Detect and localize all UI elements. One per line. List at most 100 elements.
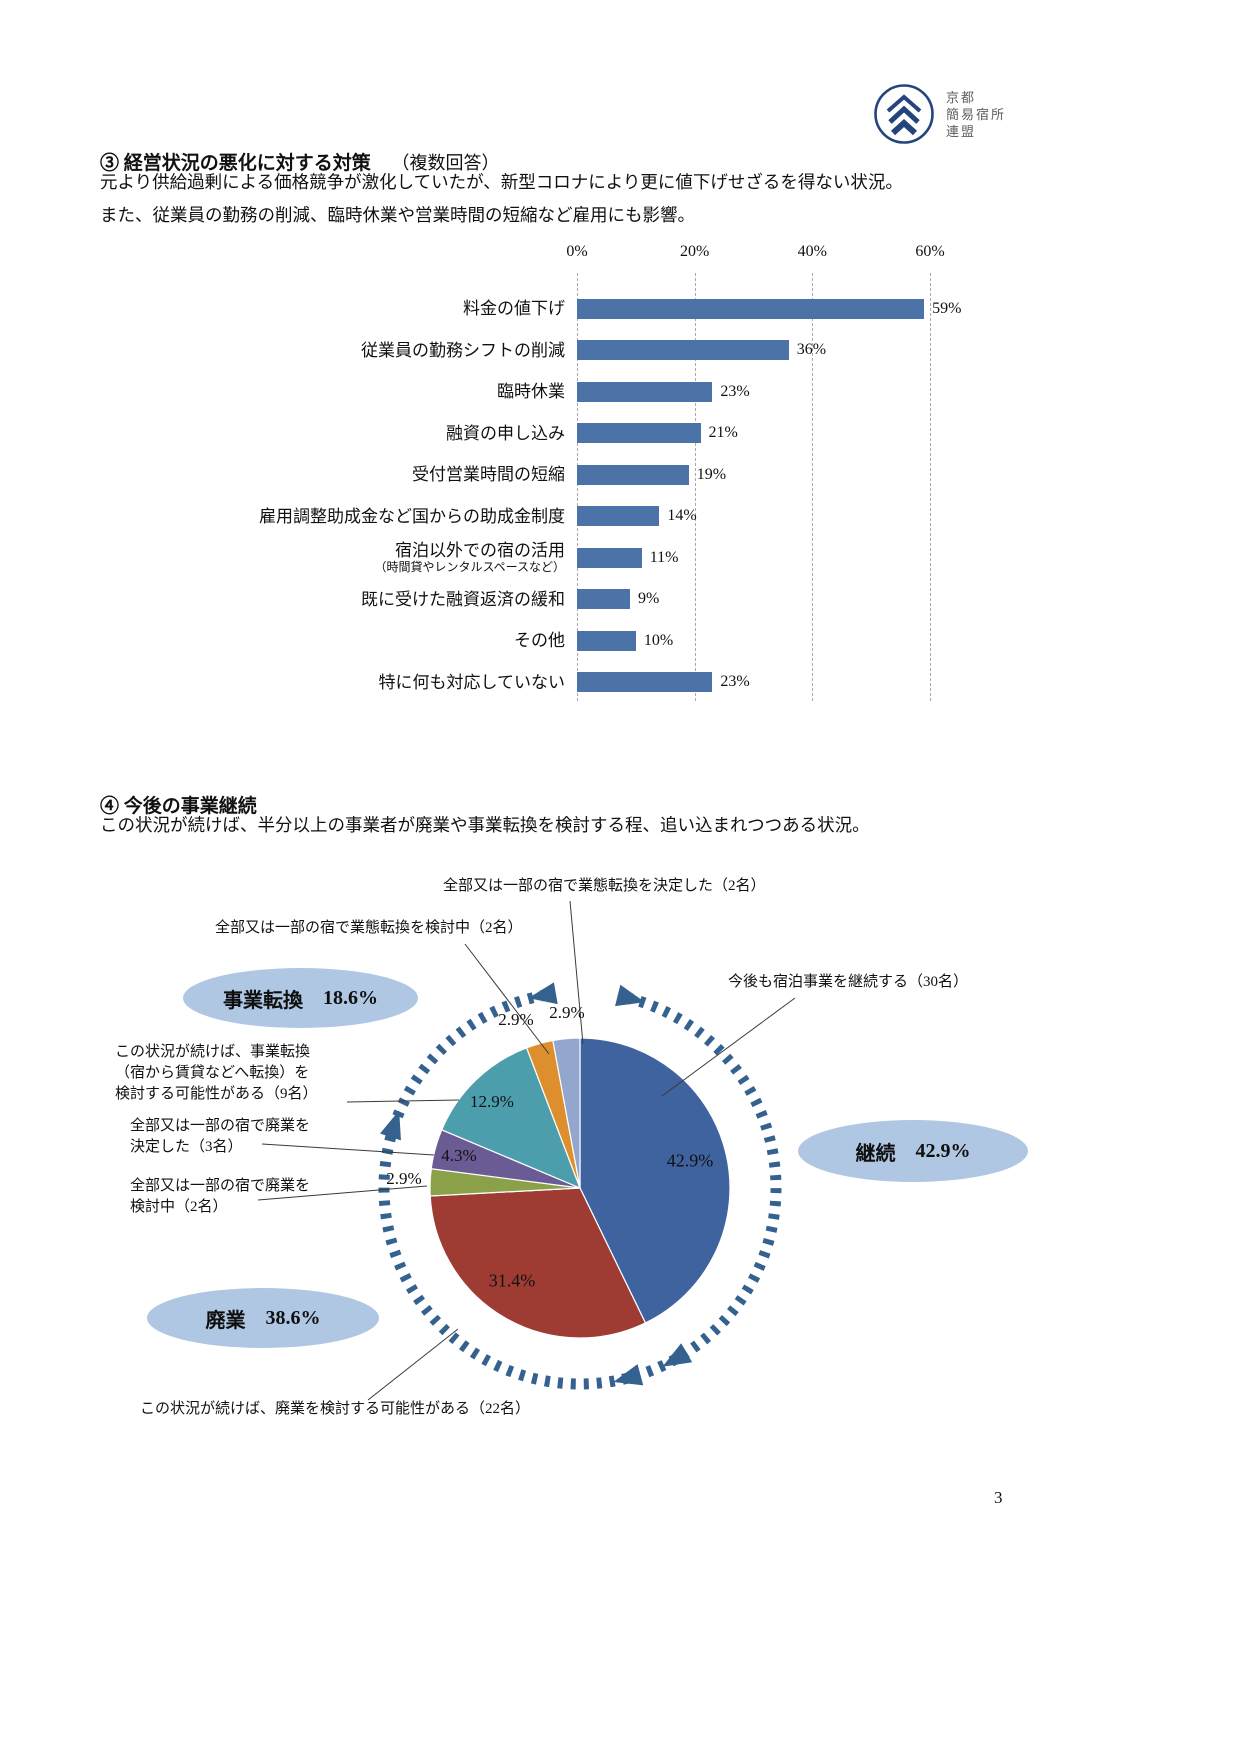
group-pct: 42.9% (915, 1139, 971, 1162)
bar (577, 506, 660, 527)
org-name-line: 京都 (946, 89, 977, 105)
leader-line (661, 997, 796, 1097)
bar-row: 既に受けた融資返済の緩和 9% (100, 579, 930, 621)
bar-category-label: 特に何も対応していない (378, 672, 566, 692)
bar (577, 630, 636, 651)
bar-value-label: 23% (720, 382, 750, 400)
section3-paragraph: 元より供給過剰による価格競争が激化していたが、新型コロナにより更に値下げせざるを… (100, 166, 1170, 232)
callout-closure-possible: この状況が続けば、廃業を検討する可能性がある（22名） (140, 1401, 531, 1417)
bar-category-label: 宿泊以外での宿の活用 （時間貸やレンタルスペースなど） (100, 541, 565, 574)
bar-category-label: 既に受けた融資返済の緩和 (361, 589, 565, 609)
bar-row: 宿泊以外での宿の活用 （時間貸やレンタルスペースなど） 11% (100, 537, 930, 579)
bar-row: 融資の申し込み 21% (100, 413, 930, 455)
slice-pct-transition-decided: 2.9% (549, 1003, 585, 1022)
paragraph-line: この状況が続けば、半分以上の事業者が廃業や事業転換を検討する程、追い込まれつつあ… (100, 815, 870, 835)
pie-chart (257, 900, 796, 1401)
bar-value-label: 23% (720, 673, 750, 691)
bar-track: 19% (577, 454, 930, 496)
bar-row: その他 10% (100, 620, 930, 662)
pie-slice (552, 1037, 581, 1189)
cycle-arrow-icon (613, 1364, 644, 1386)
group-label: 事業転換 (223, 989, 303, 1012)
group-pct: 38.6% (265, 1306, 321, 1329)
section4-heading: ④ 今後の事業継続 (100, 791, 257, 818)
leader-line (261, 1143, 435, 1156)
org-logo-icon (874, 84, 934, 144)
leader-line (346, 1099, 460, 1103)
group-badge-transition: 事業転換 18.6% (183, 968, 418, 1028)
cycle-arrow-icon (380, 1110, 401, 1141)
section3-number: ③ (100, 152, 120, 174)
callout-continue: 今後も宿泊事業を継続する（30名） (728, 974, 969, 990)
bar-chart: 0% 20% 40% 60% 料金の値下げ 59% 従業員の勤務シフトの削減 36% 臨時休業… (100, 243, 1020, 713)
org-name: 京都 簡易宿所 連盟 (946, 89, 1006, 140)
bar-value-label: 19% (696, 465, 727, 483)
bar-row: 受付営業時間の短縮 19% (100, 454, 930, 496)
bar-value-label: 21% (708, 424, 738, 442)
page-number: 3 (994, 1488, 1003, 1507)
bar-row: 従業員の勤務シフトの削減 36% (100, 330, 930, 372)
callout-closure-decided: 全部又は一部の宿で廃業を 決定した（3名） (130, 1116, 310, 1158)
bar-value-label: 10% (643, 631, 674, 649)
leader-line (257, 1185, 428, 1201)
bar-category-label: 料金の値下げ (463, 299, 565, 319)
paragraph-line: また、従業員の勤務の削減、臨時休業や営業時間の短縮など雇用にも影響。 (100, 205, 695, 225)
bar (577, 589, 630, 610)
bar (577, 381, 713, 402)
bar (577, 547, 642, 568)
callout-line: （宿から賃貸などへ転換）を (115, 1065, 310, 1081)
slice-pct-closure-considering: 2.9% (386, 1169, 422, 1188)
callout-line: 全部又は一部の宿で廃業を (130, 1178, 311, 1194)
x-tick-label: 20% (679, 243, 710, 260)
bar (577, 464, 689, 485)
leader-line (367, 1328, 459, 1401)
group-label: 継続 (855, 1142, 896, 1165)
org-name-line: 簡易宿所 (946, 106, 1007, 122)
bar-chart-rows: 料金の値下げ 59% 従業員の勤務シフトの削減 36% 臨時休業 23% 融資の申し込み 21… (100, 288, 961, 704)
bar-category-label: 融資の申し込み (446, 423, 565, 443)
callout-line: 全部又は一部の宿で廃業を (130, 1118, 311, 1134)
bar-track: 14% (577, 496, 930, 538)
leader-line (569, 900, 584, 1045)
callout-line: 決定した（3名） (130, 1139, 243, 1155)
pie-figure: 全部又は一部の宿で業態転換を決定した（2名） 全部又は一部の宿で業態転換を検討中… (0, 868, 1239, 1483)
cycle-arrow-icon (615, 984, 645, 1007)
slice-pct-closure-decided: 4.3% (441, 1146, 477, 1165)
slice-pct-transition-considering: 2.9% (498, 1010, 534, 1029)
callout-transition-considering: 全部又は一部の宿で業態転換を検討中（2名） (215, 920, 523, 936)
x-tick-label: 40% (797, 243, 827, 260)
gridline (577, 273, 578, 701)
bar-track: 59% (577, 288, 961, 330)
section3-heading: ③ 経営状況の悪化に対する対策 （複数回答） (100, 148, 500, 175)
bar-value-label: 11% (649, 548, 679, 566)
bar-value-label: 9% (637, 590, 660, 608)
paragraph-line: 元より供給過剰による価格競争が激化していたが、新型コロナにより更に値下げせざるを… (100, 172, 903, 192)
group-pct: 18.6% (323, 986, 378, 1009)
group-label: 廃業 (205, 1309, 246, 1332)
bar-track: 10% (577, 620, 930, 662)
callout-line: 検討する可能性がある（9名） (115, 1086, 318, 1102)
slice-pct-transition-possible: 12.9% (470, 1092, 514, 1111)
gridline (812, 273, 814, 701)
gridline (694, 273, 696, 701)
cycle-arrow-icon (662, 1343, 693, 1367)
section4-paragraph: この状況が続けば、半分以上の事業者が廃業や事業転換を検討する程、追い込まれつつあ… (100, 809, 1170, 842)
pie-slice (579, 1037, 731, 1324)
section4-number: ④ (100, 795, 120, 817)
bar-track: 9% (577, 579, 930, 621)
bar-category-label: 従業員の勤務シフトの削減 (361, 340, 565, 360)
bar-track: 23% (577, 662, 930, 704)
bar-category-label: 臨時休業 (497, 382, 565, 402)
gridline (930, 273, 931, 701)
bar-row: 料金の値下げ 59% (100, 288, 961, 330)
section4-title: 今後の事業継続 (123, 795, 257, 817)
bar (577, 298, 925, 319)
slice-pct-closure-possible: 31.4% (488, 1270, 536, 1291)
slice-pct-continue: 42.9% (666, 1150, 714, 1171)
group-badge-continue: 継続 42.9% (798, 1120, 1028, 1182)
bar-track: 23% (577, 371, 930, 413)
bar (577, 340, 789, 361)
x-tick-label: 0% (566, 243, 588, 260)
callout-closure-considering: 全部又は一部の宿で廃業を 検討中（2名） (130, 1176, 310, 1218)
